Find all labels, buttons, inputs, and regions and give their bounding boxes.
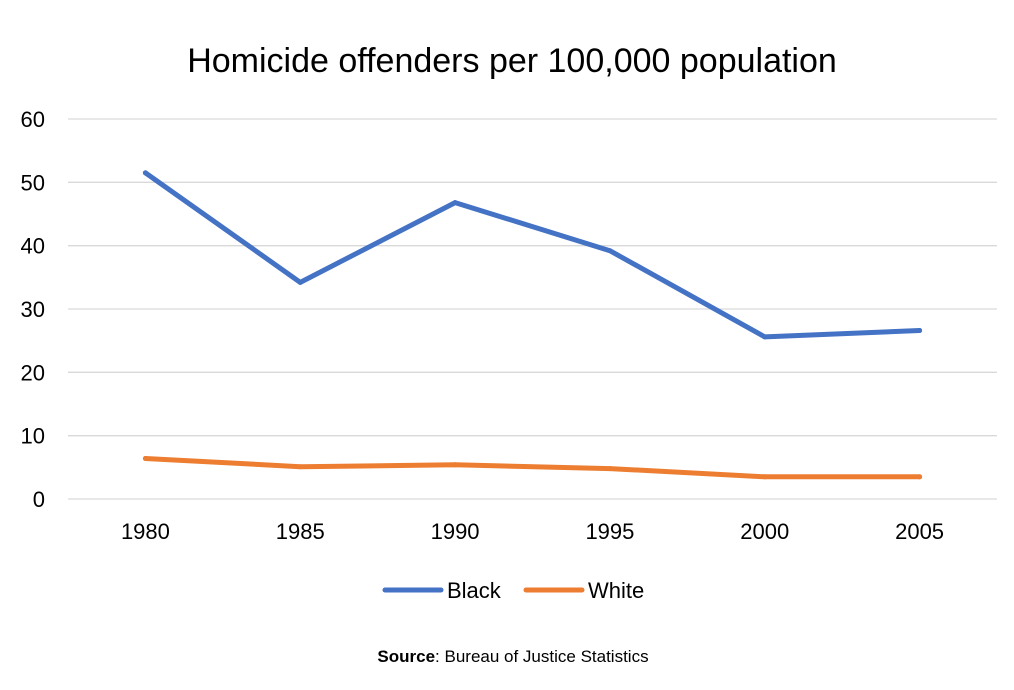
y-tick-label: 20	[21, 360, 45, 385]
x-tick-label: 1980	[121, 519, 170, 544]
data-point-black	[297, 279, 303, 285]
x-tick-label: 1990	[431, 519, 480, 544]
source-text: : Bureau of Justice Statistics	[435, 647, 649, 666]
series-lines	[142, 170, 923, 480]
data-point-white	[142, 455, 148, 461]
data-point-white	[917, 474, 923, 480]
y-tick-label: 50	[21, 170, 45, 195]
series-line-black	[142, 170, 923, 340]
x-tick-label: 1985	[276, 519, 325, 544]
x-tick-label: 2000	[740, 519, 789, 544]
y-tick-label: 10	[21, 424, 45, 449]
data-point-white	[297, 464, 303, 470]
data-point-black	[142, 170, 148, 176]
source-note: Source: Bureau of Justice Statistics	[377, 647, 648, 666]
series-line-white	[142, 456, 923, 480]
x-tick-label: 2005	[895, 519, 944, 544]
legend-label-black: Black	[447, 578, 502, 603]
data-point-white	[607, 466, 613, 472]
y-tick-label: 30	[21, 297, 45, 322]
data-point-black	[607, 248, 613, 254]
data-point-black	[762, 334, 768, 340]
data-point-black	[917, 328, 923, 334]
data-point-black	[452, 200, 458, 206]
data-point-white	[762, 474, 768, 480]
chart-title: Homicide offenders per 100,000 populatio…	[187, 42, 837, 80]
y-tick-label: 60	[21, 107, 45, 132]
x-tick-label: 1995	[585, 519, 634, 544]
legend: Black White	[382, 578, 644, 603]
legend-label-white: White	[588, 578, 644, 603]
gridlines	[68, 118, 997, 500]
x-axis-ticks: 1980 1985 1990 1995 2000 2005	[121, 519, 944, 544]
y-tick-label: 0	[33, 487, 45, 512]
data-point-white	[452, 462, 458, 468]
source-label: Source	[377, 647, 435, 666]
y-tick-label: 40	[21, 234, 45, 259]
y-axis-ticks: 0 10 20 30 40 50 60	[21, 107, 45, 512]
